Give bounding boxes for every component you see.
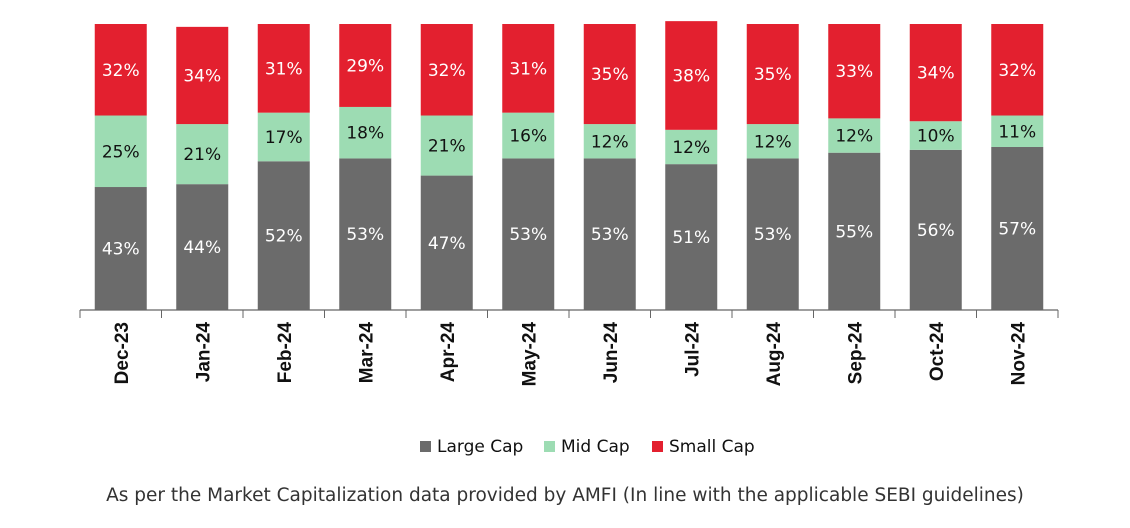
- bar-segment-mid-cap: [828, 118, 881, 153]
- data-label: 35%: [754, 65, 792, 85]
- bar-segment-mid-cap: [257, 112, 310, 162]
- bar-segment-large-cap: [909, 149, 962, 310]
- bar-segment-small-cap: [991, 24, 1044, 116]
- x-tick-label: Jan-24: [193, 322, 214, 383]
- bar-segment-large-cap: [583, 158, 636, 310]
- data-label: 34%: [917, 64, 955, 84]
- bar-segment-large-cap: [991, 146, 1044, 310]
- data-label: 10%: [917, 127, 955, 147]
- bar-segment-mid-cap: [746, 124, 799, 159]
- x-tick-label: Aug-24: [764, 322, 785, 387]
- legend-swatch: [420, 441, 431, 452]
- data-label: 32%: [102, 61, 140, 81]
- bar-segment-small-cap: [502, 24, 555, 113]
- bar-segment-small-cap: [583, 24, 636, 125]
- data-label: 57%: [998, 219, 1036, 239]
- x-tick-label: Sep-24: [845, 322, 866, 385]
- bar-segment-mid-cap: [583, 124, 636, 159]
- legend-label: Large Cap: [437, 437, 523, 457]
- data-label: 31%: [509, 59, 547, 79]
- bar-segment-small-cap: [420, 24, 473, 116]
- legend-label: Mid Cap: [561, 437, 630, 457]
- data-label: 29%: [346, 56, 384, 76]
- bar-segment-large-cap: [828, 152, 881, 310]
- data-label: 12%: [672, 138, 710, 158]
- bar-segment-large-cap: [502, 158, 555, 310]
- data-label: 18%: [346, 124, 384, 144]
- bar-segment-large-cap: [176, 184, 229, 310]
- data-label: 33%: [835, 62, 873, 82]
- bar-segment-mid-cap: [176, 124, 229, 185]
- bar-segment-large-cap: [257, 161, 310, 310]
- bar-segment-small-cap: [828, 24, 881, 119]
- footnote: As per the Market Capitalization data pr…: [106, 485, 1024, 506]
- x-tick-label: Mar-24: [356, 322, 377, 384]
- data-label: 52%: [265, 227, 303, 247]
- data-label: 17%: [265, 128, 303, 148]
- legend-swatch: [652, 441, 663, 452]
- data-label: 34%: [183, 66, 221, 86]
- bar-segment-small-cap: [746, 24, 799, 125]
- data-label: 21%: [428, 137, 466, 157]
- bar-segment-small-cap: [665, 21, 718, 130]
- bar-segment-mid-cap: [909, 121, 962, 150]
- data-label: 44%: [183, 238, 221, 258]
- data-label: 16%: [509, 127, 547, 147]
- data-label: 31%: [265, 59, 303, 79]
- data-label: 12%: [591, 132, 629, 152]
- data-label: 38%: [672, 66, 710, 86]
- bar-segment-mid-cap: [502, 112, 555, 159]
- data-label: 53%: [346, 225, 384, 245]
- bars-group: 43% 25% 32% 44% 21% 34% 52% 17% 31% 53% 18% 29% 47% 2…: [94, 21, 1044, 310]
- x-tick-label: Jul-24: [682, 322, 703, 377]
- legend-label: Small Cap: [669, 437, 755, 457]
- bar-segment-large-cap: [420, 175, 473, 310]
- bar-segment-mid-cap: [339, 106, 392, 159]
- data-label: 32%: [428, 61, 466, 81]
- bar-segment-small-cap: [176, 26, 229, 125]
- x-tick-label: Apr-24: [438, 322, 459, 383]
- bar-segment-mid-cap: [420, 115, 473, 176]
- data-label: 25%: [102, 142, 140, 162]
- data-label: 56%: [917, 221, 955, 241]
- bar-segment-small-cap: [909, 24, 962, 122]
- data-label: 53%: [509, 225, 547, 245]
- data-label: 55%: [835, 222, 873, 242]
- bar-segment-small-cap: [94, 24, 147, 116]
- data-label: 53%: [591, 225, 629, 245]
- bar-segment-large-cap: [339, 158, 392, 310]
- bar-segment-small-cap: [257, 24, 310, 113]
- data-label: 51%: [672, 228, 710, 248]
- x-tick-label: Feb-24: [275, 322, 296, 384]
- x-tick-label: Jun-24: [601, 322, 622, 384]
- legend-swatch: [544, 441, 555, 452]
- legend: Large Cap Mid Cap Small Cap: [420, 437, 755, 457]
- data-label: 11%: [998, 122, 1036, 142]
- bar-segment-mid-cap: [665, 129, 718, 165]
- bar-segment-large-cap: [94, 187, 147, 310]
- data-label: 21%: [183, 145, 221, 165]
- bar-segment-mid-cap: [94, 115, 147, 188]
- x-tick-label: May-24: [519, 322, 540, 387]
- data-label: 12%: [754, 132, 792, 152]
- bar-segment-small-cap: [339, 24, 392, 107]
- x-tick-label: Nov-24: [1008, 322, 1029, 386]
- bar-segment-large-cap: [665, 164, 718, 310]
- bar-segment-large-cap: [746, 158, 799, 310]
- data-label: 12%: [835, 127, 873, 147]
- data-label: 53%: [754, 225, 792, 245]
- data-label: 47%: [428, 234, 466, 254]
- x-tick-label: Oct-24: [927, 322, 948, 382]
- x-tick-label: Dec-23: [112, 322, 133, 384]
- data-label: 43%: [102, 240, 140, 260]
- data-label: 32%: [998, 61, 1036, 81]
- x-axis: Dec-23 Jan-24 Feb-24 Mar-24 Apr-24 May-24 Jun-…: [79, 309, 1059, 387]
- bar-segment-mid-cap: [991, 115, 1044, 147]
- data-label: 35%: [591, 65, 629, 85]
